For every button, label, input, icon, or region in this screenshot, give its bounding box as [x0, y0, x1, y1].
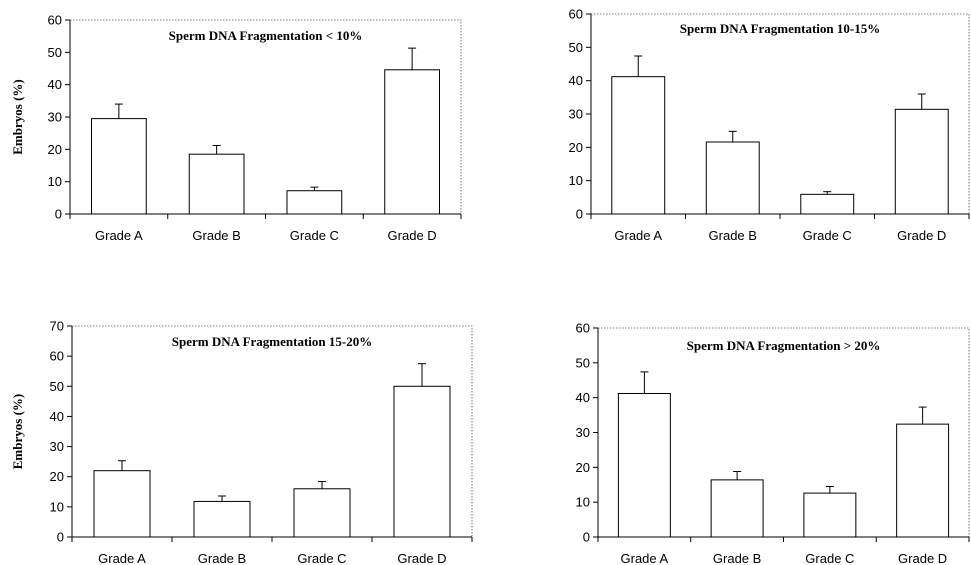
x-tick-label: Grade B: [192, 228, 240, 243]
x-tick-label: Grade C: [803, 228, 852, 243]
y-tick-label: 70: [50, 319, 64, 334]
y-tick-label: 50: [576, 355, 590, 370]
x-tick-label: Grade B: [709, 228, 757, 243]
bar: [617, 392, 671, 538]
bar: [705, 141, 760, 215]
x-tick-label: Grade D: [898, 551, 947, 565]
bar: [803, 492, 857, 538]
y-tick-label: 50: [569, 40, 583, 55]
bar: [611, 76, 666, 215]
chart-panel-2: 0 10 20 30 40 50 60 Grade A Grade B Grade C Grade …: [569, 7, 970, 243]
x-tick-label: Grade C: [297, 551, 346, 565]
x-tick-label: Grade A: [95, 228, 143, 243]
x-tick-label: Grade A: [98, 551, 146, 565]
chart-panel-3: 0 10 20 30 40 50 60 70 Grade A Grade B Grade C Grad…: [10, 319, 473, 565]
y-tick-label: 60: [50, 349, 64, 364]
x-tick-label: Grade B: [713, 551, 761, 565]
bar: [710, 479, 764, 538]
y-tick-label: 10: [576, 495, 590, 510]
chart-title: Sperm DNA Fragmentation < 10%: [169, 28, 363, 43]
y-tick-label: 30: [576, 425, 590, 440]
bar: [188, 153, 245, 215]
y-tick-label: 10: [569, 173, 583, 188]
y-tick-label: 0: [576, 207, 583, 222]
y-tick-label: 40: [48, 77, 62, 92]
y-tick-label: 20: [569, 140, 583, 155]
y-tick-label: 20: [48, 142, 62, 157]
bar: [293, 488, 351, 538]
y-tick-label: 30: [50, 439, 64, 454]
x-tick-label: Grade D: [388, 228, 437, 243]
y-tick-label: 0: [57, 530, 64, 545]
x-tick-label: Grade D: [897, 228, 946, 243]
chart-title: Sperm DNA Fragmentation 10-15%: [680, 21, 880, 36]
chart-title: Sperm DNA Fragmentation > 20%: [687, 338, 881, 353]
x-tick-label: Grade B: [198, 551, 246, 565]
y-tick-label: 60: [48, 13, 62, 28]
x-tick-label: Grade C: [290, 228, 339, 243]
y-tick-label: 0: [55, 207, 62, 222]
bar: [894, 108, 949, 215]
y-axis-label: Embryos (%): [10, 79, 25, 154]
y-tick-label: 0: [583, 530, 590, 545]
y-tick-label: 10: [50, 499, 64, 514]
x-tick-label: Grade D: [397, 551, 446, 565]
y-tick-label: 40: [569, 73, 583, 88]
x-tick-label: Grade A: [621, 551, 669, 565]
bar: [384, 69, 440, 215]
bar: [286, 190, 343, 215]
bar: [93, 470, 151, 538]
y-tick-label: 60: [569, 7, 583, 22]
y-tick-label: 20: [576, 460, 590, 475]
bar: [91, 118, 147, 215]
chart-panel-1: 0 10 20 30 40 50 60 Grade A Grade B Grade C Grade …: [10, 13, 462, 243]
x-tick-label: Grade C: [805, 551, 854, 565]
chart-title: Sperm DNA Fragmentation 15-20%: [172, 334, 372, 349]
bar: [393, 385, 451, 538]
y-axis-label: Embryos (%): [10, 394, 25, 469]
y-tick-label: 30: [48, 110, 62, 125]
y-tick-label: 20: [50, 469, 64, 484]
y-tick-label: 50: [48, 45, 62, 60]
y-tick-label: 60: [576, 321, 590, 336]
y-tick-label: 40: [576, 390, 590, 405]
bar: [193, 500, 251, 538]
y-tick-label: 30: [569, 107, 583, 122]
x-tick-label: Grade A: [614, 228, 662, 243]
chart-panel-4: 0 10 20 30 40 50 60 Grade A Grade B Grade C Grade …: [576, 321, 970, 565]
y-tick-label: 10: [48, 174, 62, 189]
y-tick-label: 40: [50, 409, 64, 424]
bar: [896, 423, 950, 538]
y-tick-label: 50: [50, 379, 64, 394]
bar: [800, 193, 855, 215]
